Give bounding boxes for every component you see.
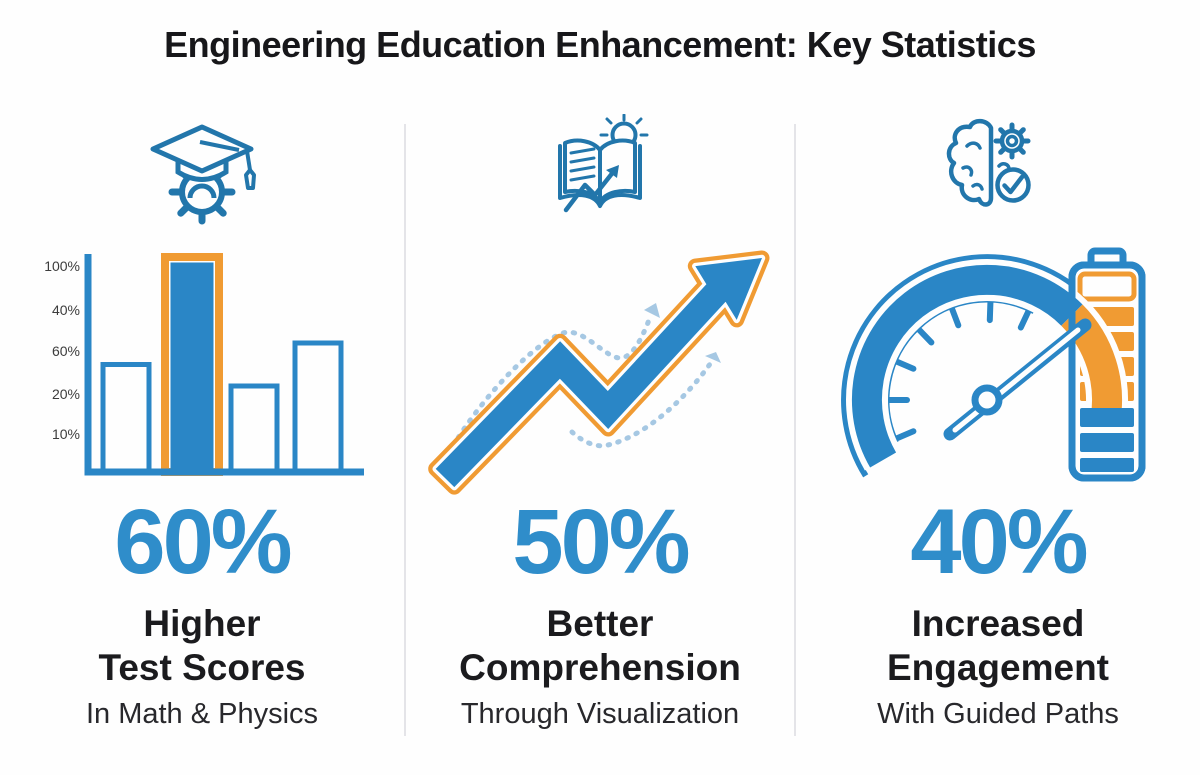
rising-arrow-svg [428,250,770,495]
needle-hub [971,384,1003,416]
rising-arrow-graphic [420,240,780,500]
battery-outline-overlay [1068,261,1146,482]
cap-board [150,124,254,174]
graduation-cap-gear-icon [147,112,262,226]
dotted-arrowhead [705,352,721,363]
trend-zigzag [563,168,617,213]
brain-gear-check-icon [943,114,1038,214]
stat-label: Increased Engagement [796,602,1200,691]
gauge-band-blue [851,264,1083,468]
stat-sublabel: With Guided Paths [877,698,1119,730]
stat-sublabel: Through Visualization [460,698,740,730]
y-tick-label: 40% [52,302,80,318]
brain-outline [946,118,994,207]
stat-label: Higher Test Scores [0,602,404,691]
stat-value: 50% [512,491,690,593]
bar-group [100,253,344,476]
stat-label-line2: Engagement [886,647,1110,689]
stat-label-line2: Test Scores [98,647,306,689]
bar [228,383,280,475]
book-lightbulb-trend-icon-svg [558,114,649,213]
y-tick-label: 20% [52,386,80,402]
stat-value: 40% [910,491,1088,593]
graduation-cap-gear-icon-svg [150,124,256,225]
gauge-ticks [884,297,1033,443]
bar [100,362,152,475]
gear-inner-dome [187,183,217,199]
dotted-guide-arrows [450,303,721,449]
bar-highlighted-fill [170,262,214,472]
check-mark [1002,174,1025,195]
brain-gear-check-icon-svg [946,118,1031,207]
book-lightbulb-trend-icon [552,114,652,216]
lightbulb-rays [599,114,649,137]
gauge-battery-svg [841,247,1146,482]
chart-axes [84,254,364,476]
stat-column-test-scores: 100% 40% 60% 20% 10% 60% Higher Test Sco… [0,0,404,775]
book-text-lines [569,147,596,182]
stat-value: 60% [114,491,292,593]
check-circle [995,167,1031,203]
gear-hole [1005,134,1019,148]
battery-cells-blue [1080,408,1134,472]
stat-label-line1: Higher [143,603,261,644]
bar-chart-svg: 100% 40% 60% 20% 10% [44,253,364,476]
stat-column-comprehension: 50% Better Comprehension Through Visuali… [406,0,794,775]
stat-label-line1: Better [546,603,654,644]
gauge-battery-graphic [835,240,1165,500]
bar [292,340,344,475]
page-title: Engineering Education Enhancement: Key S… [164,24,1036,65]
gauge-needle [943,318,1092,441]
brain-folds [961,141,1011,191]
tassel-bob [244,168,256,190]
tassel-cord [245,150,252,171]
stat-label-line1: Increased [911,603,1085,644]
y-tick-label: 60% [52,343,80,359]
stat-label-line2: Comprehension [459,647,741,689]
stat-sublabel: In Math & Physics [85,698,319,730]
bar-chart: 100% 40% 60% 20% 10% [30,240,370,490]
gear-body [999,128,1025,154]
y-tick-label: 100% [44,258,80,274]
stat-column-engagement: 40% Increased Engagement With Guided Pat… [796,0,1200,775]
column-divider-right [794,124,796,736]
trend-arrowhead [606,165,619,178]
zigzag-arrow [428,250,770,495]
y-tick-label: 10% [52,426,80,442]
column-divider-left [404,124,406,736]
dotted-arrowhead [644,303,660,318]
cap-crease [199,140,240,152]
battery-cell-hollow [1077,271,1137,302]
stat-label: Better Comprehension [406,602,794,691]
